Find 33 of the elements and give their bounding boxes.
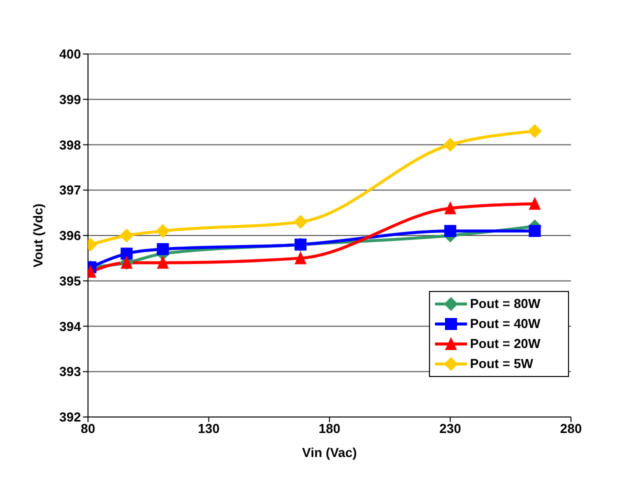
x-tick-label: 180 <box>318 421 340 436</box>
legend-label: Pout = 5W <box>470 355 534 373</box>
point <box>444 224 456 237</box>
x-tick-label: 280 <box>560 421 582 436</box>
x-tick-label: 130 <box>198 421 220 436</box>
y-tick-label: 393 <box>59 364 81 380</box>
legend-label: Pout = 80W <box>470 295 540 313</box>
y-tick-label: 395 <box>59 273 81 288</box>
point <box>156 224 170 238</box>
point <box>120 228 134 242</box>
legend-label: Pout = 20W <box>470 335 540 353</box>
y-tick-label: 398 <box>59 137 81 152</box>
y-tick-label: 400 <box>59 46 81 62</box>
point <box>156 256 169 269</box>
legend-label: Pout = 40W <box>470 315 540 333</box>
point <box>528 124 542 138</box>
y-tick-label: 392 <box>59 410 81 425</box>
x-tick-label: 230 <box>439 421 462 436</box>
x-axis-title: Vin (Vac) <box>302 445 357 460</box>
point <box>528 224 541 237</box>
point <box>294 214 308 229</box>
point <box>156 243 169 256</box>
y-tick-label: 399 <box>59 92 81 107</box>
point <box>444 201 456 214</box>
point <box>294 251 307 264</box>
point <box>528 196 541 210</box>
y-tick-label: 397 <box>59 182 81 198</box>
x-tick-label: 80 <box>80 421 96 436</box>
y-tick-label: 396 <box>59 228 81 244</box>
y-axis-title: Vout (Vdc) <box>30 203 46 268</box>
y-tick-label: 394 <box>59 318 82 334</box>
point <box>443 138 458 152</box>
point <box>120 248 133 260</box>
